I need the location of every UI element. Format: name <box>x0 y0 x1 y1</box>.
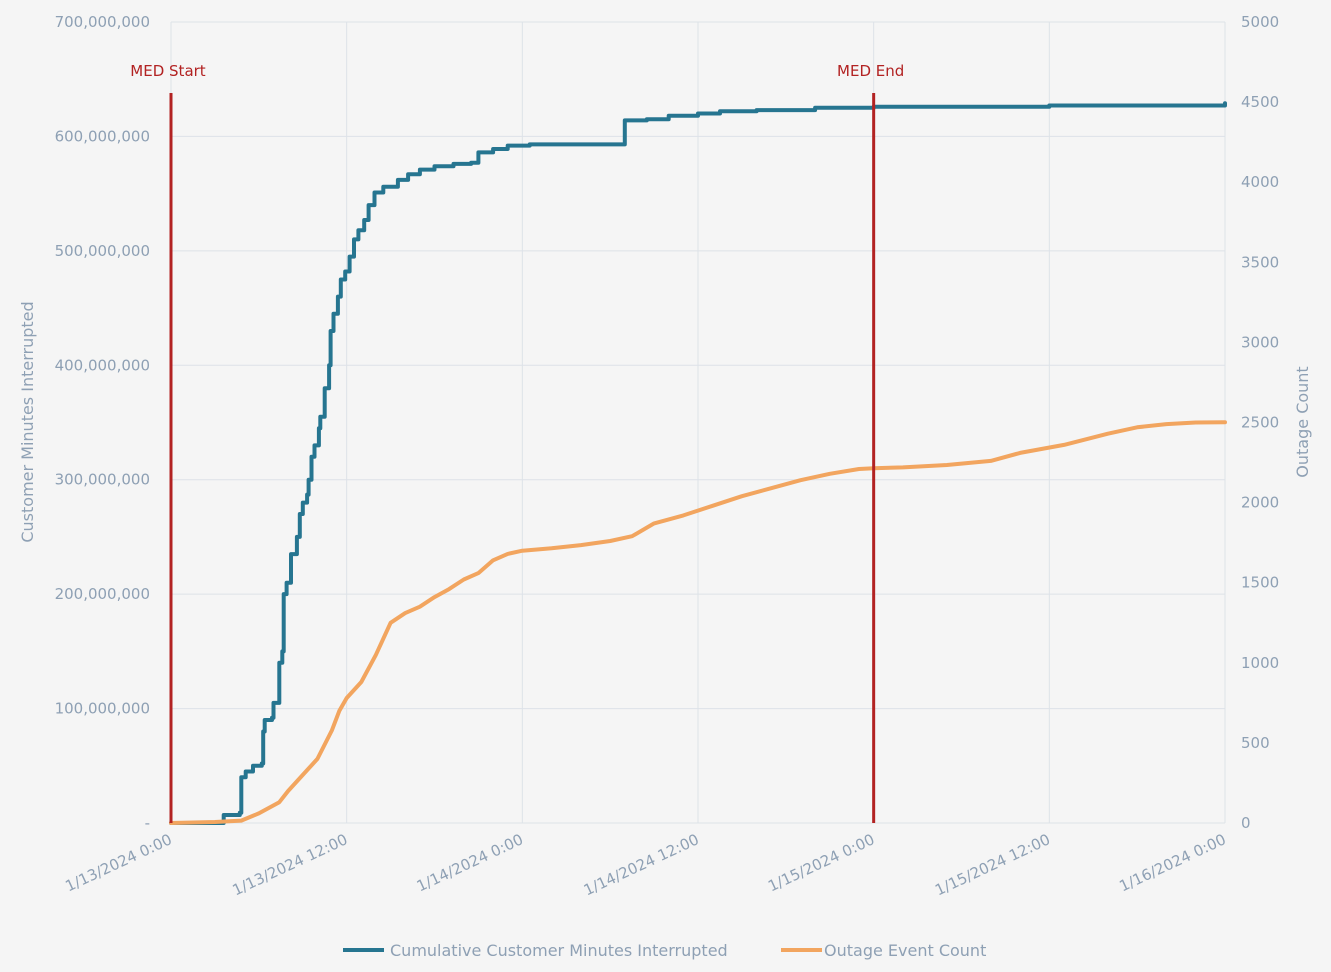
right-tick-label: 500 <box>1241 734 1270 752</box>
left-tick-label: 200,000,000 <box>55 585 150 603</box>
right-axis-ticks: 0 500 1000 1500 2000 2500 3000 3500 4000 4500 5000 <box>1241 13 1279 832</box>
x-tick-label: 1/14/2024 12:00 <box>581 830 702 899</box>
left-tick-label: 700,000,000 <box>55 13 150 31</box>
right-tick-label: 3000 <box>1241 333 1279 351</box>
left-axis-title: Customer Minutes Interrupted <box>18 301 37 542</box>
right-tick-label: 3500 <box>1241 253 1279 271</box>
right-tick-label: 4000 <box>1241 173 1279 191</box>
x-axis-ticks: 1/13/2024 0:00 1/13/2024 12:00 1/14/2024 0… <box>63 830 1229 899</box>
legend-item-count[interactable]: Outage Event Count <box>781 941 986 960</box>
right-tick-label: 2000 <box>1241 494 1279 512</box>
legend-label-count: Outage Event Count <box>824 941 986 960</box>
series-line-count <box>169 420 1227 825</box>
x-tick-label: 1/14/2024 0:00 <box>414 830 526 895</box>
right-tick-label: 5000 <box>1241 13 1279 31</box>
med-markers: MED Start MED End <box>130 62 904 823</box>
right-tick-label: 4500 <box>1241 93 1279 111</box>
med-start-label: MED Start <box>130 62 205 80</box>
left-tick-label: 500,000,000 <box>55 242 150 260</box>
left-tick-label: 100,000,000 <box>55 700 150 718</box>
right-tick-label: 1500 <box>1241 574 1279 592</box>
right-tick-label: 0 <box>1241 814 1251 832</box>
x-tick-label: 1/15/2024 12:00 <box>932 830 1053 899</box>
series-lines <box>169 101 1227 825</box>
grid-lines <box>170 21 1226 824</box>
legend-item-minutes[interactable]: Cumulative Customer Minutes Interrupted <box>343 941 728 960</box>
left-tick-label: 300,000,000 <box>55 471 150 489</box>
left-tick-label: 600,000,000 <box>55 127 150 145</box>
left-axis-ticks: - 100,000,000 200,000,000 300,000,000 400,00… <box>55 13 150 832</box>
left-tick-label: - <box>145 814 150 832</box>
legend: Cumulative Customer Minutes Interrupted … <box>343 941 986 960</box>
x-tick-label: 1/13/2024 0:00 <box>63 830 175 895</box>
right-tick-label: 1000 <box>1241 654 1279 672</box>
x-tick-label: 1/13/2024 12:00 <box>230 830 351 899</box>
legend-label-minutes: Cumulative Customer Minutes Interrupted <box>390 941 728 960</box>
series-line-minutes <box>169 101 1227 825</box>
right-axis-title: Outage Count <box>1293 366 1312 477</box>
x-tick-label: 1/16/2024 0:00 <box>1117 830 1229 895</box>
left-tick-label: 400,000,000 <box>55 356 150 374</box>
x-tick-label: 1/15/2024 0:00 <box>765 830 877 895</box>
right-tick-label: 2500 <box>1241 414 1279 432</box>
med-end-label: MED End <box>837 62 904 80</box>
